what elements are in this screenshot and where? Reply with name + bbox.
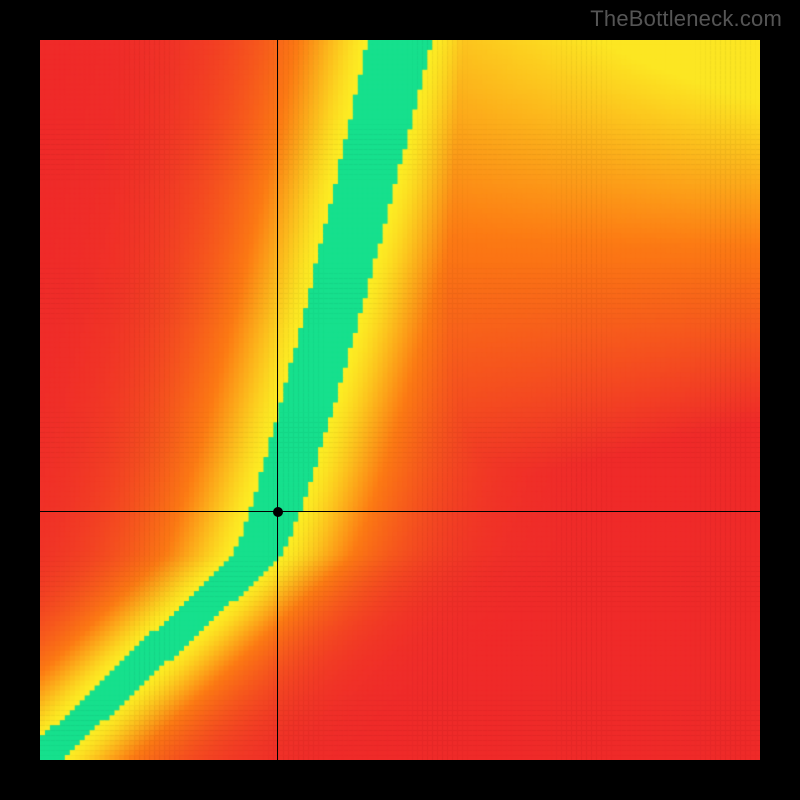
crosshair-marker-dot [273,507,283,517]
crosshair-vertical [277,40,278,760]
chart-container: TheBottleneck.com [0,0,800,800]
crosshair-horizontal [40,511,760,512]
plot-area [40,40,760,760]
heatmap-canvas [40,40,760,760]
watermark-text: TheBottleneck.com [590,6,782,32]
